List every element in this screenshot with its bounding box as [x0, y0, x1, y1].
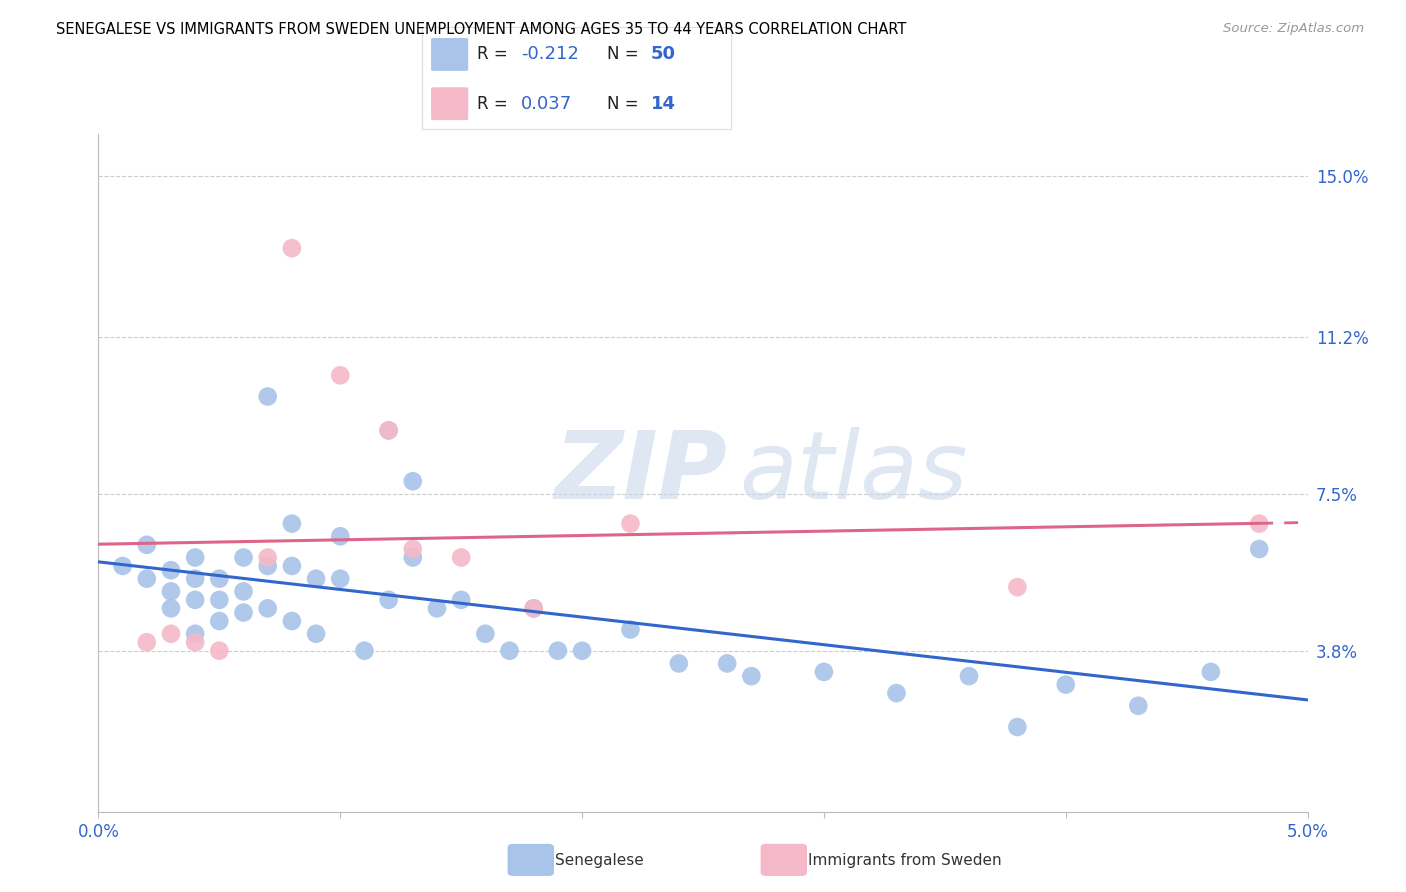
Point — [1199, 665, 1222, 679]
Point — [377, 424, 399, 438]
Point — [813, 665, 835, 679]
Text: R =: R = — [478, 45, 513, 63]
Point — [523, 601, 546, 615]
FancyBboxPatch shape — [432, 38, 468, 70]
Point — [184, 626, 207, 640]
Point — [1249, 516, 1271, 531]
Text: Source: ZipAtlas.com: Source: ZipAtlas.com — [1223, 22, 1364, 36]
Point — [208, 614, 231, 628]
Point — [329, 368, 352, 383]
Point — [256, 601, 278, 615]
Point — [426, 601, 449, 615]
Point — [111, 558, 134, 574]
Point — [474, 626, 496, 640]
Point — [329, 529, 352, 543]
Point — [523, 601, 546, 615]
Text: 50: 50 — [651, 45, 676, 63]
Point — [184, 550, 207, 565]
Point — [281, 241, 304, 255]
Point — [184, 635, 207, 649]
Point — [160, 626, 183, 640]
Point — [160, 563, 183, 577]
Point — [377, 592, 399, 607]
Point — [619, 516, 641, 531]
Text: -0.212: -0.212 — [520, 45, 579, 63]
Point — [281, 516, 304, 531]
Point — [208, 572, 231, 586]
Point — [402, 475, 425, 489]
Text: N =: N = — [607, 45, 644, 63]
Point — [547, 644, 569, 658]
Point — [571, 644, 593, 658]
Point — [353, 644, 375, 658]
Point — [184, 572, 207, 586]
Point — [498, 644, 520, 658]
Point — [281, 614, 304, 628]
Point — [402, 550, 425, 565]
Point — [232, 584, 254, 599]
Point — [208, 592, 231, 607]
Point — [232, 550, 254, 565]
Point — [160, 601, 183, 615]
Point — [256, 558, 278, 574]
Point — [281, 558, 304, 574]
Point — [668, 657, 690, 671]
Point — [232, 606, 254, 620]
Point — [402, 541, 425, 557]
Text: Immigrants from Sweden: Immigrants from Sweden — [808, 854, 1002, 868]
Point — [256, 389, 278, 403]
Point — [740, 669, 762, 683]
Text: 0.037: 0.037 — [520, 95, 572, 112]
Point — [957, 669, 980, 683]
Point — [305, 572, 328, 586]
Point — [208, 644, 231, 658]
Text: N =: N = — [607, 95, 644, 112]
Text: R =: R = — [478, 95, 513, 112]
Point — [329, 572, 352, 586]
Point — [184, 592, 207, 607]
Point — [716, 657, 738, 671]
Point — [256, 550, 278, 565]
Text: Senegalese: Senegalese — [555, 854, 644, 868]
Point — [135, 572, 157, 586]
Point — [1054, 678, 1077, 692]
Point — [160, 584, 183, 599]
Text: 14: 14 — [651, 95, 676, 112]
Point — [1249, 541, 1271, 557]
Text: atlas: atlas — [740, 427, 967, 518]
Point — [1007, 580, 1029, 594]
Point — [377, 424, 399, 438]
Point — [135, 538, 157, 552]
FancyBboxPatch shape — [432, 87, 468, 120]
Point — [1007, 720, 1029, 734]
Point — [135, 635, 157, 649]
Point — [450, 592, 472, 607]
Point — [450, 550, 472, 565]
Point — [305, 626, 328, 640]
Point — [886, 686, 908, 700]
Point — [619, 623, 641, 637]
Text: SENEGALESE VS IMMIGRANTS FROM SWEDEN UNEMPLOYMENT AMONG AGES 35 TO 44 YEARS CORR: SENEGALESE VS IMMIGRANTS FROM SWEDEN UNE… — [56, 22, 907, 37]
Point — [1128, 698, 1150, 713]
Text: ZIP: ZIP — [554, 426, 727, 519]
